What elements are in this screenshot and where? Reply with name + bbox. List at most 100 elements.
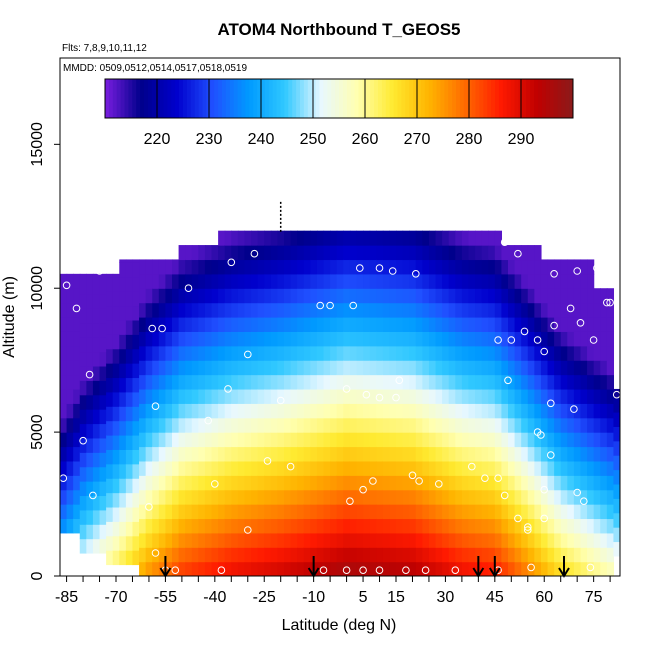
heatmap-cell [435,331,443,347]
heatmap-cell [382,388,391,404]
heatmap-cell [527,547,535,563]
heatmap-cell [376,547,384,563]
heatmap-cell [396,446,404,462]
heatmap-cell [606,489,615,505]
heatmap-cell [172,504,180,520]
colorbar-swatch [526,79,531,118]
heatmap-cell [382,245,391,261]
x-tick-label: -85 [55,589,78,606]
heatmap-cell [125,420,134,436]
colorbar-swatch [249,79,254,118]
colorbar-swatch [471,79,476,118]
heatmap-cell [224,288,232,304]
heatmap-cell [554,273,562,289]
colorbar-swatch [444,79,449,118]
heatmap-cell [580,403,588,419]
colorbar-swatch [502,79,508,118]
heatmap-cell [382,417,391,433]
heatmap-cell [158,403,167,419]
heatmap-cell [540,547,549,563]
heatmap-cell [264,561,272,576]
heatmap-cell [567,374,575,390]
heatmap-cell [540,345,549,361]
heatmap-cell [218,230,226,246]
heatmap-cell [310,504,318,520]
colorbar-tick-label: 230 [196,131,223,148]
heatmap-cell [165,273,173,289]
heatmap-cell [554,360,562,376]
heatmap-cell [567,273,575,289]
colorbar-swatch [327,79,332,118]
heatmap-cell [303,388,311,404]
heatmap-cell [244,259,252,275]
heatmap-cell [79,279,87,295]
heatmap-cell [106,478,114,494]
heatmap-cell [204,561,213,576]
colorbar-swatch [549,79,554,118]
heatmap-cell [257,388,265,404]
heatmap-cell [257,245,265,261]
heatmap-cell [198,403,206,419]
heatmap-cell [323,475,331,491]
heatmap-cell [204,475,213,491]
chart-title: ATOM4 Northbound T_GEOS5 [217,20,460,39]
heatmap-cell [60,302,68,318]
heatmap-cell [600,302,608,318]
heatmap-cell [106,506,114,522]
heatmap-cell [580,417,588,433]
heatmap-cell [198,475,206,491]
heatmap-cell [573,345,582,361]
heatmap-cell [369,302,377,318]
heatmap-cell [435,489,443,505]
heatmap-cell [521,259,529,275]
heatmap-cell [125,449,134,465]
heatmap-cell [409,259,417,275]
heatmap-cell [369,345,377,361]
heatmap-cell [132,305,140,321]
heatmap-cell [310,417,318,433]
heatmap-cell [606,331,615,347]
flight-point [171,566,180,575]
heatmap-cell [501,446,509,462]
heatmap-cell [554,288,562,304]
heatmap-cell [481,230,489,246]
heatmap-cell [455,561,463,576]
heatmap-cell [323,518,331,534]
heatmap-cell [310,388,318,404]
flight-point [359,566,367,575]
heatmap-cell [481,417,489,433]
heatmap-cell [132,259,140,263]
heatmap-cell [580,259,588,275]
heatmap-cell [303,360,311,376]
heatmap-cell [422,273,430,289]
heatmap-cell [382,374,391,390]
heatmap-cell [363,460,371,476]
heatmap-cell [119,305,127,321]
heatmap-cell [363,403,371,419]
heatmap-cell [172,259,180,275]
heatmap-cell [198,432,206,448]
heatmap-cell [343,532,351,548]
heatmap-cell [514,547,522,563]
heatmap-cell [218,331,226,347]
heatmap-cell [106,463,114,479]
heatmap-cell [547,475,555,491]
heatmap-cell [613,411,620,427]
heatmap-cell [593,302,601,318]
heatmap-cell [514,518,522,534]
heatmap-cell [435,532,443,548]
heatmap-cell [172,273,180,289]
heatmap-cell [270,403,279,419]
heatmap-cell [455,374,463,390]
heatmap-cell [145,360,153,376]
heatmap-cell [310,547,318,563]
heatmap-cell [158,475,167,491]
heatmap-cell [396,460,404,476]
heatmap-cell [139,518,147,534]
heatmap-cell [231,518,239,534]
heatmap-cell [554,489,562,505]
heatmap-cell [139,302,147,318]
heatmap-cell [587,259,595,275]
heatmap-cell [613,397,620,413]
heatmap-cell [540,360,549,376]
